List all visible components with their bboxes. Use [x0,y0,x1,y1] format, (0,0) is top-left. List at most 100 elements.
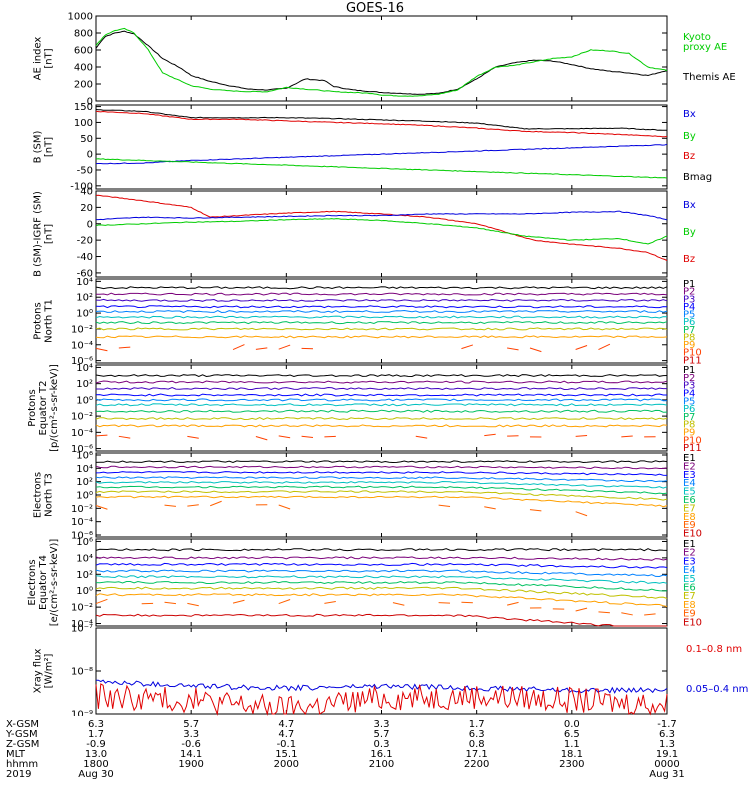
legend-entry: 0.05–0.4 nm [686,684,748,695]
series-segment [278,344,291,350]
y-tick-label: -40 [77,252,93,263]
y-axis-label: Equator T4 [38,555,49,610]
footer-cell: 2200 [463,759,490,770]
y-axis-label: [e/(cm²-s-sr-keV)] [49,539,60,627]
series-segment [164,504,176,507]
legend-entry: E5 [683,487,696,498]
footer-cell: 4.7 [278,719,295,730]
legend-entry: P4 [683,388,695,399]
footer-cell: 4.7 [278,729,295,740]
footer-cell: 1.7 [468,719,485,730]
y-tick-label: 10⁻² [71,504,93,515]
legend-entry: P2 [683,373,695,384]
series-segment [164,601,177,605]
footer-cell: 3.3 [373,719,390,730]
legend-entry: P8 [683,332,695,343]
legend-entry: E3 [683,556,696,567]
page-title: GOES-16 [345,1,404,16]
series-line [95,424,668,428]
y-tick-label: 10⁻⁴ [71,428,93,439]
footer-cell: 5.7 [373,729,390,740]
footer-cell: 16.1 [370,749,393,760]
series-segment [507,347,519,351]
series-line [95,416,668,421]
y-tick-label: 100 [74,118,93,129]
series-line [95,465,668,470]
y-axis-label: Protons [33,302,44,339]
y-tick-label: 10⁰ [76,586,93,597]
footer-row: Z-GSM -0.9 -0.6 -0.1 0.3 0.8 1.1 1.3 [0,739,750,750]
footer-cell: 1800 [83,759,109,770]
series-line [95,298,668,302]
y-tick-label: 10⁴ [76,464,93,475]
legend-entry: Bz [683,254,695,265]
y-tick-label: 10⁰ [76,491,93,502]
legend-entry: P11 [683,443,702,454]
footer-cell: 14.1 [180,749,203,760]
series-line [95,683,668,716]
y-tick-label: 10² [76,570,93,581]
legend-entry: 0.1–0.8 nm [686,644,742,655]
footer-row-label: Z-GSM [6,739,40,750]
series-segment [575,511,588,517]
legend-entry: Bz [683,151,695,162]
footer-cell: 2300 [559,759,585,770]
series-line [95,495,668,508]
series-line [96,292,668,296]
y-axis-label: B (SM) [33,130,44,163]
series-line [96,679,668,694]
series-line [95,380,668,384]
legend-entry: E6 [683,583,696,594]
legend-entry: P8 [683,420,695,431]
footer-row: Y-GSM 1.7 3.3 4.7 5.7 6.3 6.5 6.3 [0,729,750,740]
series-segment [598,343,611,351]
footer-row-label: Y-GSM [6,729,38,740]
y-axis-label: Equator T2 [38,381,49,436]
series-segment [438,504,451,508]
series-line [95,321,668,325]
panel-e_equator: 10⁶ 10⁴ 10² 10⁰ 10⁻² 10⁻⁴ Electrons Equator T4[… [27,537,702,630]
y-tick-label: 10⁻⁸ [71,667,93,678]
series-line [95,586,668,599]
footer-cell: 0.8 [468,739,485,750]
legend-entry: P1 [683,365,695,376]
y-tick-label: -20 [77,236,93,247]
series-line [95,315,668,319]
series-line [95,460,668,464]
series-segment [118,346,131,349]
footer-cell: 6.3 [659,729,675,740]
legend-entry: P4 [683,302,695,313]
series-line [95,158,668,179]
panel-p_north: 10⁴ 10² 10⁰ 10⁻² 10⁻⁴ 10⁻⁶ Protons North T1 P1P2… [33,277,702,367]
legend-entry: P7 [683,325,695,336]
y-tick-label: 40 [80,187,93,198]
footer-row-label: MLT [6,749,25,760]
legend-entry: E8 [683,512,696,523]
legend-entry: E7 [683,503,696,514]
y-tick-label: 50 [80,134,93,145]
series-line [95,569,668,578]
legend-entry: P3 [683,381,695,392]
series-line [95,393,667,397]
series-line [95,593,668,607]
legend-entry: P5 [683,310,695,321]
y-tick-label: 20 [80,203,93,214]
footer-cell: 6.5 [563,729,580,740]
legend-entry: E10 [683,529,702,540]
y-axis-label: North T3 [44,473,55,517]
footer-cell: -0.6 [181,739,201,750]
footer-row-label: hhmm [6,759,39,770]
y-axis-label: [W/m²] [44,653,55,688]
series-line [95,309,668,314]
legend-entry: Bx [683,200,696,211]
panel-p_equator: 10⁴ 10² 10⁰ 10⁻² 10⁻⁴ 10⁻⁶ Protons Equator T2 [p… [27,363,702,455]
y-tick-label: 0 [87,219,93,230]
legend-entry: E7 [683,591,696,602]
series-segment [484,433,496,437]
series-line [95,409,668,413]
series-segment [598,611,610,614]
legend-entry: P11 [683,355,702,366]
legend-entry: proxy AE [683,42,727,53]
legend-entry: By [683,131,696,142]
legend-entry: E2 [683,548,696,559]
